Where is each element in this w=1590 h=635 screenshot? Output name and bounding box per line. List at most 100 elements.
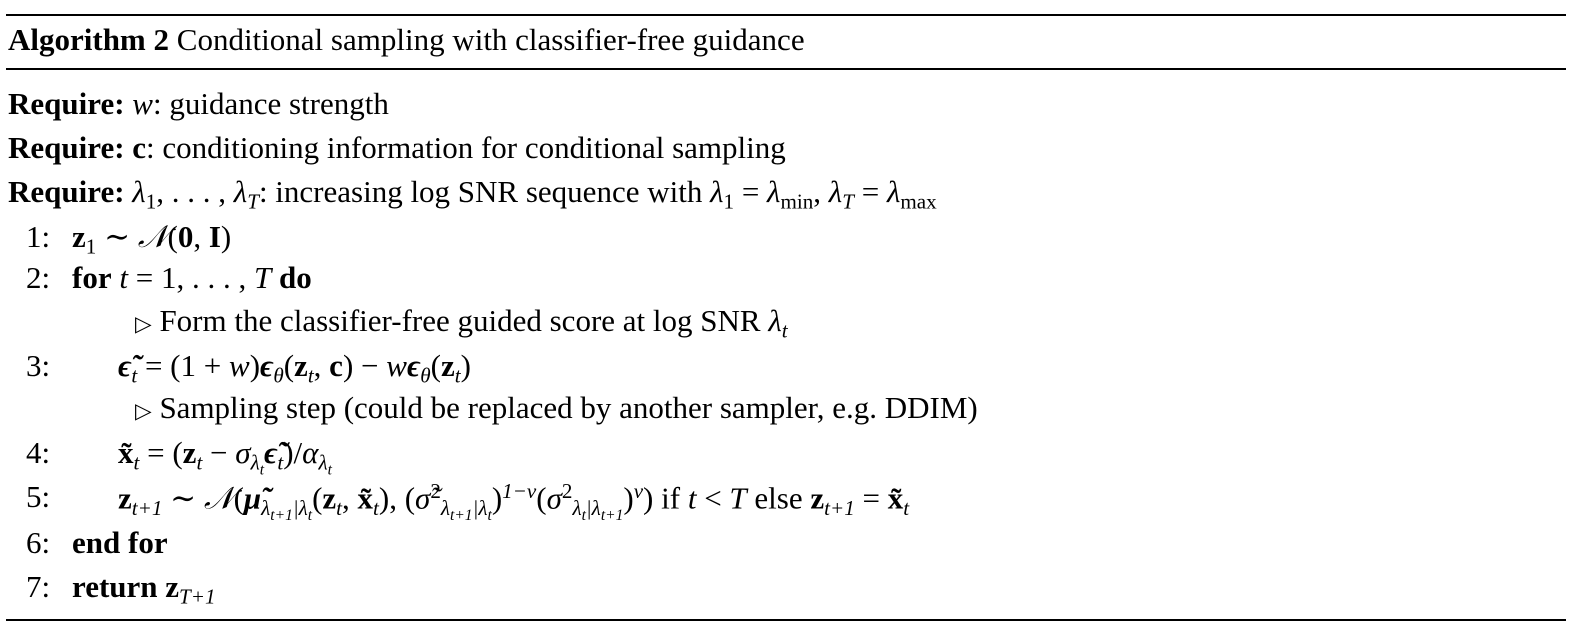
text-segment: , xyxy=(342,480,358,516)
text-segment: ▷ xyxy=(135,312,152,336)
text-segment: t xyxy=(131,363,138,388)
text-segment: t xyxy=(119,260,128,295)
text-segment: 𝒩 xyxy=(137,219,168,254)
text-segment: t xyxy=(687,480,697,516)
text-segment: return xyxy=(72,569,158,604)
text-segment: Algorithm 2 xyxy=(8,22,170,57)
text-segment: ∼ xyxy=(162,480,204,516)
line-number: 6: xyxy=(26,525,51,560)
text-segment: t xyxy=(196,450,203,475)
text-segment: t+1 xyxy=(131,495,163,520)
text-segment: − xyxy=(202,435,236,470)
text-segment: c xyxy=(329,348,343,383)
text-segment: t xyxy=(307,363,314,388)
text-segment: 2 xyxy=(430,479,441,503)
text-segment: Require: xyxy=(8,130,125,165)
text-segment: 𝒩 xyxy=(203,480,234,516)
text-segment: λ xyxy=(261,495,271,520)
text-segment: ) xyxy=(249,348,261,383)
text-segment: t xyxy=(336,495,343,520)
text-segment: v xyxy=(633,479,644,503)
text-segment: : guidance strength xyxy=(152,86,389,121)
line-content: end for xyxy=(72,527,168,558)
text-segment: α xyxy=(302,435,319,470)
text-segment: z xyxy=(118,480,132,516)
text-segment: ), ( xyxy=(378,480,416,516)
text-segment: do xyxy=(278,260,312,295)
line-content: z1 ∼ 𝒩(0, I) xyxy=(72,221,231,257)
text-segment: |λ xyxy=(292,495,308,520)
text-segment: T+1 xyxy=(179,584,216,609)
text-segment: 1 xyxy=(145,189,157,214)
text-segment: = xyxy=(734,174,768,209)
text-segment: z xyxy=(322,480,337,516)
text-segment: ∼ xyxy=(96,219,138,254)
text-segment: , xyxy=(313,348,330,383)
text-segment: T xyxy=(729,480,747,516)
text-segment: λ xyxy=(886,174,901,209)
text-segment: = 1, . . . , xyxy=(127,260,254,295)
text-segment: ) xyxy=(623,480,634,516)
text-segment: z xyxy=(182,435,197,470)
text-segment: Form the classifier-free guided score at… xyxy=(151,303,769,338)
top-rule xyxy=(6,14,1566,16)
text-segment: t+1 xyxy=(270,507,293,525)
text-segment: = xyxy=(853,174,887,209)
text-segment: T xyxy=(842,189,854,214)
text-segment: z xyxy=(810,480,825,516)
text-segment: |λ xyxy=(472,495,488,520)
text-segment: ) xyxy=(220,219,232,254)
text-segment: t+1 xyxy=(450,507,473,525)
line-content: for t = 1, . . . , T do xyxy=(72,262,312,293)
line-number: 4: xyxy=(26,435,51,470)
text-segment: θ xyxy=(273,363,284,388)
text-segment: ϵ̃ xyxy=(118,348,132,383)
text-segment: max xyxy=(900,189,937,214)
text-segment: σ̃ xyxy=(415,480,431,516)
line-number: 2: xyxy=(26,260,51,295)
text-segment: λ xyxy=(132,174,146,209)
text-segment: z xyxy=(72,219,86,254)
text-segment: 2 xyxy=(561,479,573,503)
text-segment: I xyxy=(208,219,221,254)
text-segment: ( xyxy=(233,480,244,516)
text-segment: ϵ̃ xyxy=(264,435,278,470)
text-segment: x̃ xyxy=(887,480,904,516)
text-segment: λ xyxy=(318,450,328,475)
text-segment: ▷ xyxy=(135,399,152,423)
text-segment xyxy=(271,260,279,295)
text-segment: ( xyxy=(283,348,295,383)
text-segment: ϵ xyxy=(406,348,421,383)
text-segment: x̃ xyxy=(357,480,374,516)
text-segment: T xyxy=(247,189,259,214)
text-segment: , . . . , xyxy=(156,174,234,209)
text-segment: t xyxy=(581,507,586,525)
text-segment: ) if xyxy=(643,480,688,516)
line-content: x̃t = (zt − σλtϵ̃t)/αλt xyxy=(118,437,332,478)
line-content: ▷ Form the classifier-free guided score … xyxy=(135,305,788,341)
text-segment: t xyxy=(307,507,313,525)
text-segment: t+1 xyxy=(824,495,855,520)
text-segment: t xyxy=(327,461,332,479)
text-segment: ( xyxy=(536,480,547,516)
text-segment: t+1 xyxy=(600,507,624,525)
text-segment: < xyxy=(696,480,730,516)
line-content: Require: λ1, . . . , λT: increasing log … xyxy=(8,176,937,212)
text-segment: t xyxy=(781,318,788,343)
text-segment: for xyxy=(72,260,112,295)
line-number: 3: xyxy=(26,348,51,383)
text-segment: t xyxy=(373,495,379,520)
text-segment: = xyxy=(854,480,888,516)
text-segment: λ xyxy=(768,303,782,338)
text-segment: σ xyxy=(546,480,562,516)
text-segment: λ xyxy=(233,174,248,209)
line-content: return zT+1 xyxy=(72,571,216,607)
text-segment: |λ xyxy=(585,495,601,520)
text-segment: end for xyxy=(72,525,168,560)
text-segment: 1 xyxy=(723,189,735,214)
text-segment: ) xyxy=(491,480,503,516)
text-segment: x̃ xyxy=(118,435,134,470)
text-segment: z xyxy=(440,348,455,383)
text-segment: Conditional sampling with classifier-fre… xyxy=(169,22,805,57)
text-segment: Require: xyxy=(8,86,125,121)
